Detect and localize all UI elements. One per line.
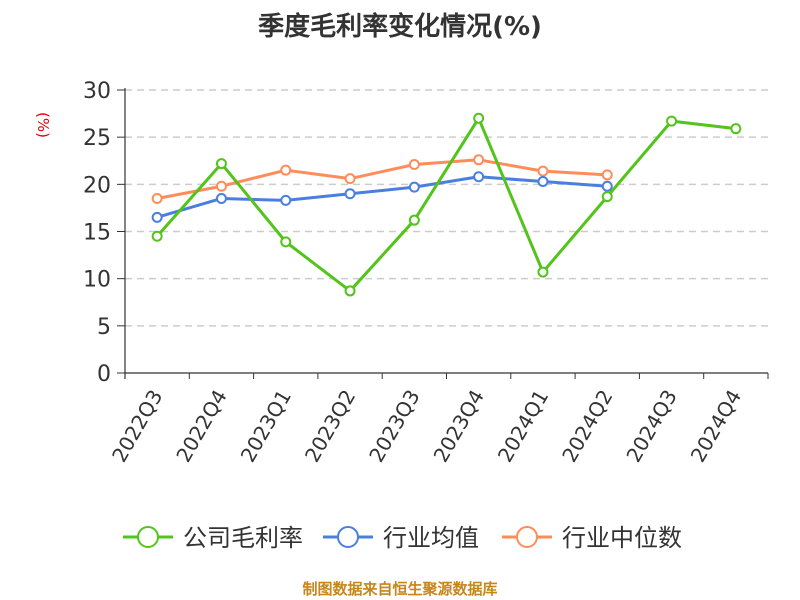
y-tick-label: 5 [97, 315, 111, 340]
series-company-margin-point [344, 285, 356, 297]
x-tick-label: 2024Q1 [493, 386, 553, 467]
series-industry-median-point [344, 173, 356, 185]
series-industry-avg-point [601, 180, 613, 192]
chart-title: 季度毛利率变化情况(%) [258, 12, 542, 42]
series-company-margin-point [601, 191, 613, 203]
y-tick-label: 0 [97, 362, 111, 387]
x-tick-label: 2024Q2 [557, 386, 617, 467]
y-tick-label: 20 [83, 173, 111, 198]
legend-label-2[interactable]: 行业中位数 [562, 524, 682, 552]
series-company-margin-point [280, 236, 292, 248]
series-industry-median-point [601, 169, 613, 181]
y-tick-label: 10 [83, 268, 111, 293]
series-industry-median-point [280, 164, 292, 176]
series-industry-median-point [473, 154, 485, 166]
x-tick-label: 2023Q3 [364, 386, 424, 467]
y-tick-label: 30 [83, 79, 111, 104]
series-industry-avg-point [215, 192, 227, 204]
series-industry-avg-point [537, 176, 549, 188]
legend-marker-2 [516, 526, 538, 548]
series-industry-avg-point [408, 181, 420, 193]
series-company-margin-line [156, 116, 737, 293]
series-company-margin-point [730, 123, 742, 135]
series-company-margin-point [215, 158, 227, 170]
legend-label-0[interactable]: 公司毛利率 [183, 524, 303, 552]
series-company-margin-point [151, 230, 163, 242]
series-company-margin-point [537, 266, 549, 278]
series-industry-median-point [151, 192, 163, 204]
series-company-margin-point [408, 214, 420, 226]
data-source-footer: 制图数据来自恒生聚源数据库 [302, 580, 498, 598]
series-company-margin-point [666, 115, 678, 127]
series-industry-median-line [156, 158, 608, 200]
series-company-margin-point [473, 112, 485, 124]
x-tick-label: 2024Q3 [621, 386, 681, 467]
series-industry-median-point [408, 159, 420, 171]
series-industry-median-point [215, 180, 227, 192]
series-industry-avg-line [156, 175, 608, 219]
series-industry-median-point [537, 165, 549, 177]
legend-label-1[interactable]: 行业均值 [383, 524, 479, 552]
x-tick-label: 2023Q1 [236, 386, 296, 467]
x-tick-label: 2024Q4 [686, 386, 746, 467]
series-industry-avg-point [151, 211, 163, 223]
legend-marker-1 [337, 526, 359, 548]
x-tick-label: 2023Q2 [300, 386, 360, 467]
x-tick-label: 2022Q4 [171, 386, 231, 467]
series-industry-avg-point [473, 171, 485, 183]
x-tick-label: 2022Q3 [107, 386, 167, 467]
x-tick-label: 2023Q4 [429, 386, 489, 467]
series-industry-avg-point [344, 188, 356, 200]
legend-marker-0 [137, 526, 159, 548]
series-industry-avg-point [280, 194, 292, 206]
y-tick-label: 25 [83, 126, 111, 151]
y-tick-label: 15 [83, 221, 111, 246]
